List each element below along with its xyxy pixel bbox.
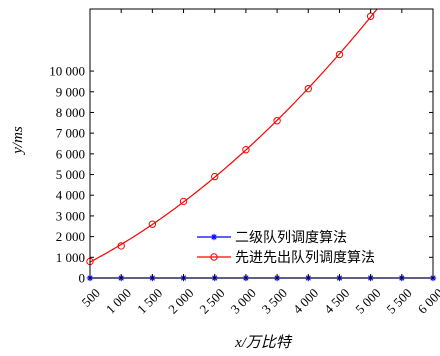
- data-point: [211, 172, 219, 181]
- x-tick-label: 6 000: [415, 285, 440, 316]
- x-tick-label: 1 500: [134, 285, 165, 316]
- x-tick-label: 1 000: [103, 285, 134, 316]
- legend-label: 二级队列调度算法: [235, 230, 347, 246]
- x-tick-label: 5 000: [352, 285, 383, 316]
- y-tick-label: 3 000: [56, 208, 85, 223]
- x-tick-label: 500: [79, 285, 103, 309]
- y-tick-label: 10 000: [49, 64, 85, 79]
- y-tick-label: 8 000: [56, 105, 85, 120]
- x-axis-label: x/万比特: [234, 334, 293, 351]
- y-tick-label: 1 000: [56, 250, 85, 265]
- y-tick-label: 6 000: [56, 146, 85, 161]
- data-point: [335, 50, 344, 59]
- x-tick-label: 3 500: [259, 285, 290, 316]
- y-tick-label: 4 000: [56, 188, 85, 203]
- y-tick-label: 2 000: [56, 229, 85, 244]
- data-point: [304, 84, 312, 93]
- y-tick-label: 7 000: [56, 126, 85, 141]
- x-tick-label: 2 000: [165, 285, 196, 316]
- x-tick-label: 4 000: [290, 285, 321, 316]
- data-point: [242, 146, 250, 154]
- y-axis-label: y/ms: [10, 126, 26, 156]
- data-point: [148, 220, 157, 228]
- y-tick-label: 0: [79, 271, 86, 286]
- y-tick-label: 5 000: [56, 167, 85, 182]
- data-point: [117, 242, 125, 250]
- y-tick-label: 9 000: [56, 84, 85, 99]
- data-point: [179, 197, 188, 206]
- x-tick-label: 3 000: [228, 285, 259, 316]
- data-point: [273, 117, 281, 125]
- x-tick-label: 2 500: [196, 285, 227, 316]
- legend-marker: [210, 253, 218, 261]
- plot-layer: 0 1 000 2 000 3 000 4 000 5 000 6 000 7 000 8 00…: [49, 8, 440, 317]
- series-line-2: [89, 8, 378, 263]
- legend-label: 先进先出队列调度算法: [235, 250, 375, 266]
- legend-marker: [210, 233, 218, 241]
- data-point: [366, 12, 375, 20]
- x-tick-label: 5 500: [383, 285, 414, 316]
- x-tick-label: 4 500: [321, 285, 352, 316]
- plot-frame: [89, 8, 434, 279]
